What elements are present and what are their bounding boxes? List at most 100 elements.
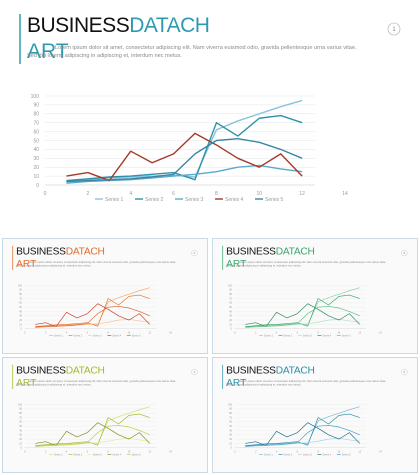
title: BUSINESSDATACH [16, 247, 105, 258]
slide: BUSINESSDATACH ART 2 Lorem ipsum dolor sit … [2, 238, 208, 354]
body-text: Lorem ipsum dolor sit amet, consectetur … [226, 379, 387, 387]
series-line [245, 437, 360, 448]
legend-label: Series 1 [105, 197, 124, 203]
legend-label: Series 5 [342, 454, 351, 457]
title-black: BUSINESS [226, 247, 276, 258]
series-line [35, 406, 150, 447]
body-box: Lorem ipsum dolor sit amet, consectetur … [16, 260, 177, 268]
series-line [245, 305, 360, 328]
legend-label: Series 2 [73, 335, 82, 338]
page-number: 3 [404, 251, 406, 255]
x-tick-label: 14 [169, 332, 172, 335]
y-tick-label: 80 [229, 293, 232, 296]
series-line [66, 138, 303, 183]
y-tick-label: 90 [33, 103, 39, 109]
body-box: Lorem ipsum dolor sit amet, consectetur … [226, 260, 387, 268]
legend-label: Series 5 [265, 197, 284, 203]
y-tick-label: 40 [229, 310, 232, 313]
x-tick-label: 10 [338, 332, 341, 335]
x-tick-label: 8 [317, 451, 319, 454]
page-circle [191, 369, 198, 376]
y-tick-label: 100 [31, 94, 40, 100]
series-line [35, 413, 150, 446]
x-tick-label: 2 [86, 191, 89, 197]
series-line [35, 437, 150, 448]
series-line [245, 318, 360, 329]
legend-label: Series 3 [303, 454, 312, 457]
series-line [245, 413, 360, 446]
x-tick-label: 0 [234, 451, 236, 454]
y-tick-label: 90 [19, 289, 22, 292]
legend-label: Series 4 [322, 454, 331, 457]
body-text: Lorem ipsum dolor sit amet, consectetur … [226, 260, 387, 268]
y-tick-label: 0 [21, 447, 23, 450]
legend-label: Series 5 [132, 454, 141, 457]
y-tick-label: 90 [229, 408, 232, 411]
title: BUSINESSDATACH [16, 366, 105, 377]
y-tick-label: 0 [231, 447, 233, 450]
page-circle [401, 250, 408, 257]
series-line [35, 305, 150, 328]
y-tick-label: 40 [19, 310, 22, 313]
x-tick-label: 12 [148, 451, 151, 454]
legend-label: Series 2 [283, 335, 292, 338]
y-tick-label: 20 [33, 165, 39, 171]
x-tick-label: 2 [45, 451, 47, 454]
legend-label: Series 4 [112, 454, 121, 457]
title-black: BUSINESS [226, 366, 276, 377]
y-tick-label: 50 [229, 306, 232, 309]
page-number: 2 [194, 251, 196, 255]
y-tick-label: 10 [229, 442, 232, 445]
legend-label: Series 3 [93, 335, 102, 338]
legend-label: Series 5 [132, 335, 141, 338]
page-number: 5 [404, 370, 406, 374]
y-tick-label: 20 [229, 319, 232, 322]
y-tick-label: 20 [19, 438, 22, 441]
y-tick-label: 70 [19, 416, 22, 419]
y-tick-label: 60 [19, 302, 22, 305]
page-circle [387, 22, 401, 36]
title-black: BUSINESS [16, 247, 66, 258]
legend-label: Series 2 [73, 454, 82, 457]
title-black: BUSINESS [27, 14, 130, 37]
y-tick-label: 100 [18, 403, 23, 406]
x-tick-label: 8 [317, 332, 319, 335]
y-tick-label: 80 [19, 293, 22, 296]
title-black: BUSINESS [16, 366, 66, 377]
x-tick-label: 10 [128, 332, 131, 335]
legend-label: Series 3 [93, 454, 102, 457]
x-tick-label: 12 [148, 332, 151, 335]
title-line2: ART [226, 259, 246, 270]
page-number: 1 [392, 27, 396, 33]
x-tick-label: 2 [45, 332, 47, 335]
slide: BUSINESSDATACH ART 1 Lorem ipsum dolor sit … [0, 0, 420, 235]
y-tick-label: 30 [19, 434, 22, 437]
x-tick-label: 4 [276, 451, 278, 454]
y-tick-label: 60 [33, 129, 39, 135]
series-line [35, 424, 150, 447]
legend-label: Series 3 [303, 335, 312, 338]
y-tick-label: 60 [229, 302, 232, 305]
legend-label: Series 4 [112, 335, 121, 338]
series-line [66, 164, 303, 184]
page-circle [191, 250, 198, 257]
series-line [245, 424, 360, 447]
y-tick-label: 90 [229, 289, 232, 292]
y-tick-label: 50 [33, 138, 39, 144]
y-tick-label: 100 [228, 403, 233, 406]
body-text: Lorem ipsum dolor sit amet, consectetur … [16, 260, 177, 268]
body-text: Lorem ipsum dolor sit amet, consectetur … [16, 379, 177, 387]
title-line2: ART [16, 259, 36, 270]
x-tick-label: 10 [338, 451, 341, 454]
x-tick-label: 10 [257, 191, 263, 197]
y-tick-label: 60 [19, 421, 22, 424]
y-tick-label: 80 [19, 412, 22, 415]
x-tick-label: 4 [66, 332, 68, 335]
series-line [245, 294, 360, 327]
x-tick-label: 4 [66, 451, 68, 454]
x-tick-label: 14 [379, 332, 382, 335]
y-tick-label: 40 [229, 429, 232, 432]
